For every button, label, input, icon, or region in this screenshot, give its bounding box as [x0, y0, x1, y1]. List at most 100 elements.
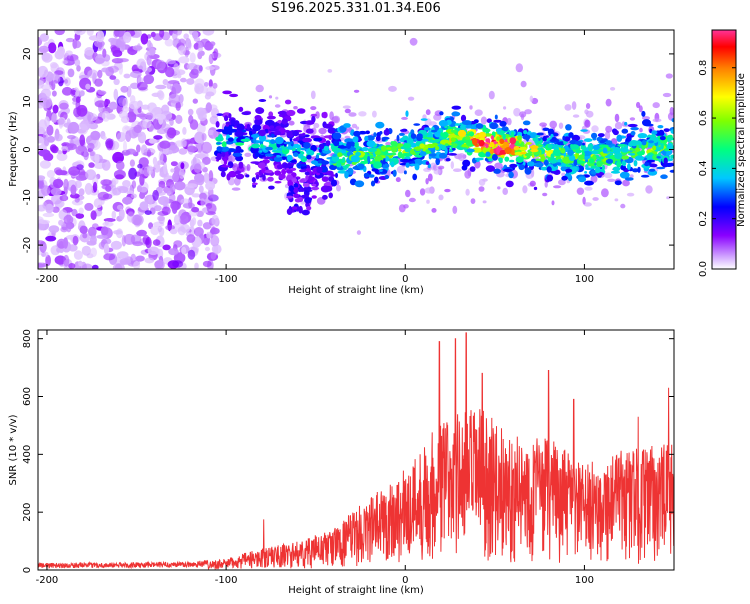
signal-blob	[274, 170, 282, 176]
noise-blob	[123, 233, 136, 245]
noise-blob	[38, 119, 47, 131]
colorbar-tick-label: 0.6	[698, 110, 709, 126]
signal-blob	[235, 155, 244, 162]
halo-blob	[591, 125, 599, 133]
noise-blob	[177, 73, 182, 79]
signal-blob	[354, 141, 359, 149]
signal-blob	[419, 143, 425, 149]
halo-blob	[519, 111, 527, 118]
noise-blob	[152, 189, 159, 201]
tail-blob	[291, 206, 298, 210]
tail-blob	[293, 183, 299, 189]
signal-blob	[662, 149, 667, 156]
noise-blob	[76, 65, 81, 72]
noise-blob	[169, 229, 178, 235]
noise-blob	[113, 88, 119, 101]
signal-blob	[614, 180, 622, 186]
signal-blob	[587, 143, 594, 151]
signal-blob	[311, 183, 317, 187]
tail-blob	[286, 208, 293, 216]
signal-blob	[631, 168, 639, 173]
noise-blob	[205, 66, 216, 71]
halo-blob	[480, 116, 487, 125]
signal-blob	[223, 158, 228, 166]
colorbar-tick-label: 0.8	[698, 60, 709, 76]
signal-blob	[371, 168, 379, 172]
noise-blob	[49, 144, 57, 153]
noise-blob	[157, 91, 165, 101]
signal-blob	[500, 155, 505, 159]
noise-blob	[194, 153, 206, 159]
signal-blob	[235, 145, 242, 152]
noise-blob	[210, 235, 220, 247]
signal-blob	[327, 127, 337, 134]
colorbar-gradient	[711, 29, 737, 270]
halo-blob	[396, 165, 406, 174]
noise-blob	[203, 237, 210, 246]
noise-blob	[213, 48, 219, 59]
signal-blob	[438, 120, 448, 127]
signal-blob	[313, 137, 323, 142]
signal-blob	[379, 169, 383, 173]
noise-blob	[75, 96, 81, 103]
noise-blob	[65, 143, 77, 151]
noise-blob	[113, 230, 123, 235]
signal-blob	[472, 137, 478, 146]
noise-blob	[123, 31, 132, 43]
signal-blob	[420, 118, 428, 121]
signal-blob	[311, 195, 317, 199]
halo-blob	[453, 168, 462, 172]
noise-blob	[140, 33, 149, 45]
signal-blob	[423, 127, 431, 131]
signal-blob	[670, 154, 674, 158]
signal-blob	[648, 168, 656, 172]
noise-blob	[103, 253, 116, 261]
noise-blob	[108, 37, 117, 43]
tail-blob	[302, 182, 310, 188]
noise-blob	[213, 243, 219, 256]
signal-blob	[582, 150, 592, 157]
noise-blob	[191, 217, 197, 226]
signal-blob	[346, 141, 352, 149]
signal-blob	[649, 163, 658, 168]
noise-blob	[154, 113, 166, 120]
halo-blob	[310, 106, 317, 111]
signal-blob	[546, 174, 554, 182]
noise-blob	[197, 41, 203, 54]
noise-blob	[201, 141, 212, 154]
signal-blob	[385, 147, 393, 150]
signal-blob	[337, 145, 348, 149]
halo-blob	[255, 84, 264, 93]
signal-blob	[428, 153, 437, 157]
noise-blob	[78, 260, 83, 267]
halo-blob	[478, 186, 485, 192]
noise-blob	[178, 56, 190, 64]
noise-blob	[171, 30, 178, 41]
signal-blob	[342, 165, 349, 169]
signal-blob	[251, 134, 260, 138]
noise-blob	[84, 182, 93, 195]
noise-blob	[52, 90, 57, 97]
signal-blob	[283, 163, 293, 168]
halo-blob	[408, 197, 416, 203]
noise-blob	[38, 149, 51, 157]
noise-blob	[97, 69, 103, 79]
signal-blob	[439, 111, 444, 116]
signal-blob	[621, 160, 627, 167]
noise-blob	[97, 90, 107, 95]
signal-blob	[328, 192, 334, 199]
spectrogram-ylabel: Frequency (Hz)	[8, 111, 19, 187]
signal-blob	[652, 155, 658, 159]
signal-blob	[283, 141, 293, 145]
signal-blob	[550, 153, 555, 161]
signal-blob	[627, 163, 631, 170]
signal-blob	[620, 155, 630, 160]
signal-blob	[584, 180, 594, 186]
signal-blob	[227, 137, 234, 142]
signal-blob	[220, 146, 230, 152]
halo-blob	[622, 179, 630, 187]
snr-xlabel: Height of straight line (km)	[288, 585, 424, 596]
signal-blob	[637, 166, 641, 173]
signal-blob	[405, 110, 409, 117]
